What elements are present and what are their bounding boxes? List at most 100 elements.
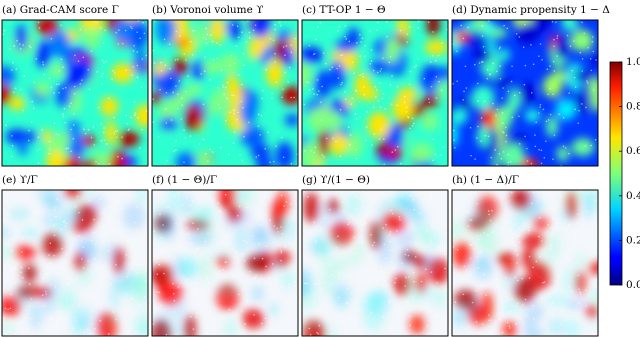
- particle: [79, 83, 82, 85]
- particle: [312, 53, 315, 56]
- particle: [9, 307, 12, 310]
- particle: [487, 239, 489, 241]
- particle: [130, 116, 132, 119]
- particle: [253, 314, 255, 316]
- particle: [341, 201, 344, 204]
- particle: [222, 268, 225, 271]
- blob: [113, 246, 125, 275]
- particle: [45, 293, 47, 295]
- particle: [465, 327, 467, 330]
- particle: [478, 332, 481, 334]
- particle: [118, 220, 120, 223]
- particle: [423, 77, 426, 80]
- particle: [162, 224, 164, 226]
- particle: [70, 150, 72, 153]
- particle: [61, 247, 64, 250]
- particle: [279, 313, 282, 315]
- particle: [314, 146, 317, 149]
- particle: [200, 312, 202, 314]
- blob: [119, 134, 138, 148]
- particle: [340, 83, 342, 86]
- blob: [382, 212, 406, 233]
- particle: [28, 45, 31, 47]
- particle: [480, 140, 482, 142]
- particle: [86, 328, 89, 331]
- particle: [543, 156, 546, 159]
- particle: [224, 322, 227, 324]
- particle: [455, 210, 457, 212]
- particle: [160, 304, 163, 307]
- particle: [95, 160, 97, 163]
- particle: [83, 128, 85, 131]
- particle: [524, 64, 527, 67]
- blob: [81, 190, 92, 201]
- particle: [90, 190, 93, 192]
- particle: [313, 151, 316, 154]
- particle: [223, 93, 225, 96]
- particle: [441, 42, 443, 44]
- particle: [281, 96, 283, 99]
- blob: [320, 274, 337, 294]
- particle: [559, 192, 561, 195]
- particle: [231, 24, 234, 26]
- blob: [74, 251, 86, 273]
- particle: [591, 241, 594, 244]
- particle: [428, 101, 431, 104]
- particle: [314, 283, 316, 285]
- particle: [283, 205, 285, 207]
- particle: [372, 106, 375, 108]
- blob: [114, 20, 133, 43]
- particle: [100, 139, 103, 142]
- particle: [87, 260, 89, 262]
- particle: [408, 83, 411, 86]
- blob: [515, 23, 539, 45]
- particle: [121, 198, 124, 200]
- particle: [423, 198, 425, 200]
- particle: [432, 31, 434, 33]
- particle: [532, 191, 535, 194]
- particle: [120, 207, 123, 210]
- particle: [290, 162, 293, 165]
- particle: [277, 282, 279, 285]
- particle: [108, 162, 111, 165]
- particle: [195, 249, 197, 252]
- particle: [385, 21, 388, 23]
- particle: [522, 322, 524, 325]
- particle: [430, 195, 433, 197]
- particle: [424, 297, 427, 299]
- blob: [228, 20, 241, 40]
- particle: [306, 282, 309, 285]
- particle: [592, 89, 595, 91]
- particle: [518, 91, 521, 94]
- particle: [583, 328, 586, 331]
- panel-label: (f) (1 − Θ)/Γ: [152, 174, 217, 186]
- particle: [237, 111, 239, 114]
- particle: [564, 226, 566, 229]
- particle: [183, 218, 185, 220]
- particle: [135, 229, 138, 232]
- particle: [500, 157, 503, 160]
- particle: [508, 325, 511, 328]
- particle: [84, 132, 87, 135]
- blob: [344, 193, 363, 217]
- blob: [426, 20, 440, 38]
- particle: [374, 85, 377, 88]
- particle: [304, 149, 306, 152]
- particle: [404, 95, 406, 98]
- particle: [7, 213, 9, 216]
- particle: [88, 88, 91, 91]
- particle: [232, 108, 235, 111]
- blob: [284, 113, 298, 127]
- particle: [90, 136, 93, 139]
- particle: [195, 196, 198, 199]
- particle: [488, 213, 490, 216]
- particle: [178, 35, 181, 37]
- particle: [195, 281, 198, 284]
- particle: [538, 148, 540, 151]
- particle: [308, 327, 311, 330]
- blob: [392, 95, 414, 121]
- particle: [404, 253, 407, 256]
- particle: [396, 145, 399, 148]
- particle: [49, 262, 52, 265]
- blob: [410, 142, 434, 163]
